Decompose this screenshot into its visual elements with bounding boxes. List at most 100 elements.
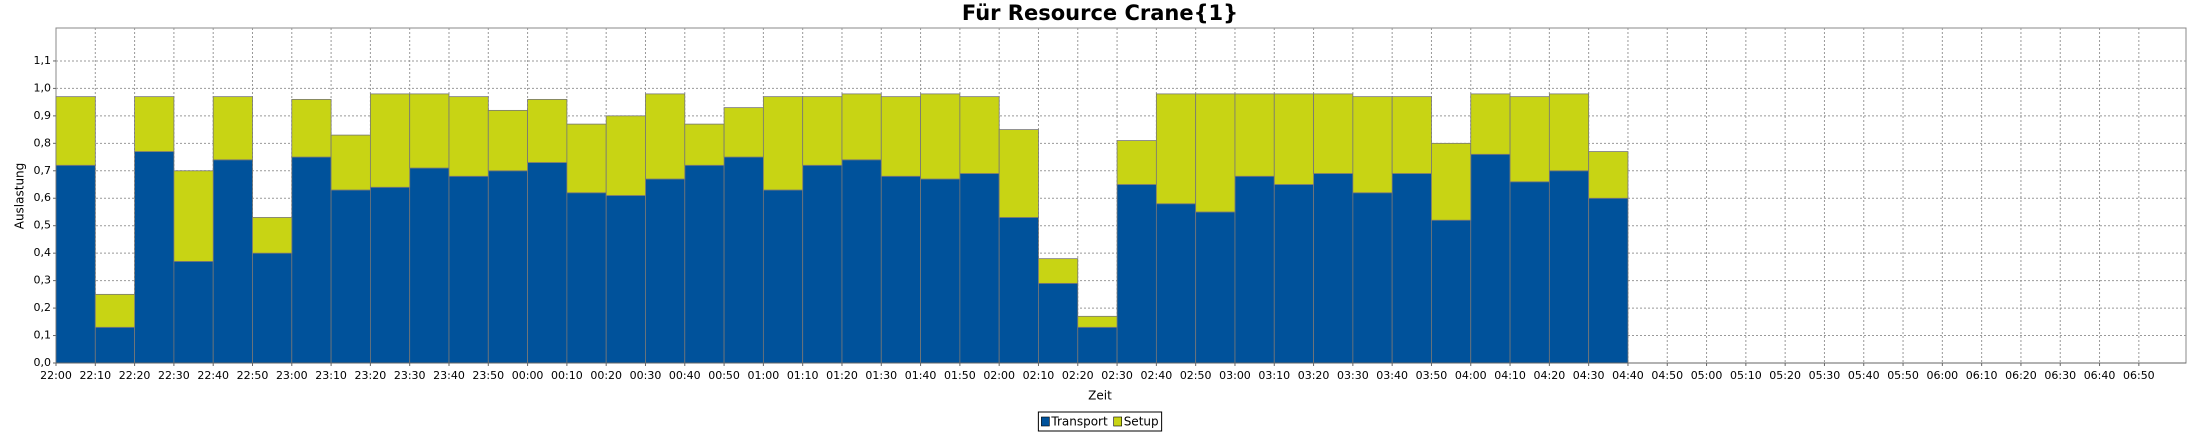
bar-segment — [1588, 151, 1629, 199]
y-tick-label: 0,7 — [34, 164, 52, 177]
bar-segment — [1470, 93, 1511, 155]
x-tick-label: 05:10 — [1730, 369, 1762, 382]
y-tick-label: 0,4 — [34, 246, 52, 259]
bar-segment — [1548, 93, 1590, 172]
legend-swatch — [1113, 416, 1122, 427]
bar-segment — [762, 189, 804, 364]
bar-segment — [369, 93, 411, 188]
x-tick-label: 00:50 — [708, 369, 740, 382]
bar-segment — [134, 96, 175, 152]
x-tick-label: 23:40 — [433, 369, 465, 382]
x-tick-label: 00:40 — [669, 369, 701, 382]
bar-segment — [1273, 184, 1314, 364]
y-tick-label: 0,5 — [34, 219, 52, 232]
x-tick-label: 22:00 — [40, 369, 72, 382]
bar-segment — [566, 192, 607, 364]
y-tick-label: 0,0 — [34, 356, 52, 369]
y-tick-label: 0,8 — [34, 136, 52, 149]
x-tick-label: 02:20 — [1062, 369, 1094, 382]
legend-box — [1037, 411, 1163, 432]
bar-segment — [1548, 170, 1590, 364]
bar-segment — [212, 96, 253, 161]
legend-label: Setup — [1124, 415, 1159, 429]
legend-swatch — [1041, 416, 1050, 427]
x-tick-label: 05:40 — [1848, 369, 1880, 382]
bar-segment — [448, 96, 489, 177]
bar-segment — [291, 98, 332, 158]
bar-segment — [1313, 93, 1354, 174]
legend-label: Transport — [1050, 415, 1108, 429]
x-tick-label: 23:50 — [472, 369, 504, 382]
x-tick-label: 04:00 — [1455, 369, 1487, 382]
x-tick-label: 06:20 — [2005, 369, 2037, 382]
bar-segment — [723, 107, 764, 158]
bar-segment — [645, 93, 686, 180]
x-tick-label: 05:00 — [1691, 369, 1723, 382]
bar-segment — [920, 93, 961, 180]
x-tick-label: 01:40 — [905, 369, 937, 382]
x-tick-label: 23:30 — [394, 369, 426, 382]
bar-segment — [487, 109, 528, 172]
y-tick-label: 1,1 — [34, 54, 52, 67]
bar-segment — [920, 178, 961, 364]
bar-segment — [841, 159, 882, 364]
x-tick-label: 03:30 — [1337, 369, 1369, 382]
bar-segment — [1509, 181, 1550, 364]
bar-segment — [330, 134, 371, 191]
x-tick-label: 02:10 — [1023, 369, 1055, 382]
x-tick-label: 22:30 — [158, 369, 190, 382]
bar-segment — [94, 326, 135, 364]
x-tick-label: 04:10 — [1494, 369, 1526, 382]
bar-segment — [448, 175, 489, 364]
bar-segment — [1155, 203, 1197, 364]
bar-segment — [1077, 326, 1118, 364]
bar-segment — [134, 151, 175, 364]
bar-segment — [566, 123, 607, 194]
bar-segment — [1391, 96, 1432, 174]
y-tick-label: 1,0 — [34, 81, 52, 94]
bar-segment — [1234, 93, 1275, 177]
x-tick-label: 06:30 — [2044, 369, 2076, 382]
bar-segment — [605, 115, 646, 196]
x-tick-label: 06:00 — [1926, 369, 1958, 382]
bar-segment — [1470, 153, 1511, 364]
bar-segment — [959, 173, 1000, 364]
y-tick-label: 0,6 — [34, 191, 52, 204]
bar-segment — [1116, 140, 1157, 185]
bar-segment — [1509, 96, 1550, 183]
x-tick-label: 01:20 — [826, 369, 858, 382]
bar-segment — [959, 96, 1000, 174]
bar-segment — [1431, 142, 1472, 221]
x-tick-label: 02:00 — [983, 369, 1015, 382]
bar-segment — [1077, 315, 1118, 328]
bar-segment — [173, 261, 214, 364]
bar-segment — [1352, 192, 1393, 364]
x-tick-label: 02:40 — [1141, 369, 1173, 382]
bar-segment — [252, 217, 293, 254]
x-tick-label: 04:50 — [1651, 369, 1683, 382]
bar-segment — [1155, 93, 1197, 205]
x-tick-label: 00:00 — [512, 369, 544, 382]
bar-segment — [55, 164, 96, 364]
y-tick-label: 0,1 — [34, 329, 52, 342]
bar-segment — [645, 178, 686, 364]
bar-segment — [998, 129, 1039, 218]
bar-segment — [1431, 219, 1472, 364]
x-tick-label: 02:50 — [1180, 369, 1212, 382]
bar-segment — [1313, 173, 1354, 364]
bar-segment — [94, 293, 135, 328]
bar-segment — [330, 189, 371, 364]
x-tick-label: 01:30 — [865, 369, 897, 382]
bar-segment — [55, 96, 96, 166]
y-tick-label: 0,9 — [34, 109, 52, 122]
x-tick-label: 06:40 — [2084, 369, 2116, 382]
x-tick-label: 23:10 — [315, 369, 347, 382]
bar-segment — [527, 162, 568, 364]
bar-segment — [880, 175, 921, 364]
y-axis-label: Auslastung — [13, 163, 27, 230]
bar-segment — [252, 252, 293, 364]
bar-segment — [409, 167, 450, 364]
x-tick-label: 03:20 — [1298, 369, 1330, 382]
x-tick-label: 00:30 — [630, 369, 662, 382]
